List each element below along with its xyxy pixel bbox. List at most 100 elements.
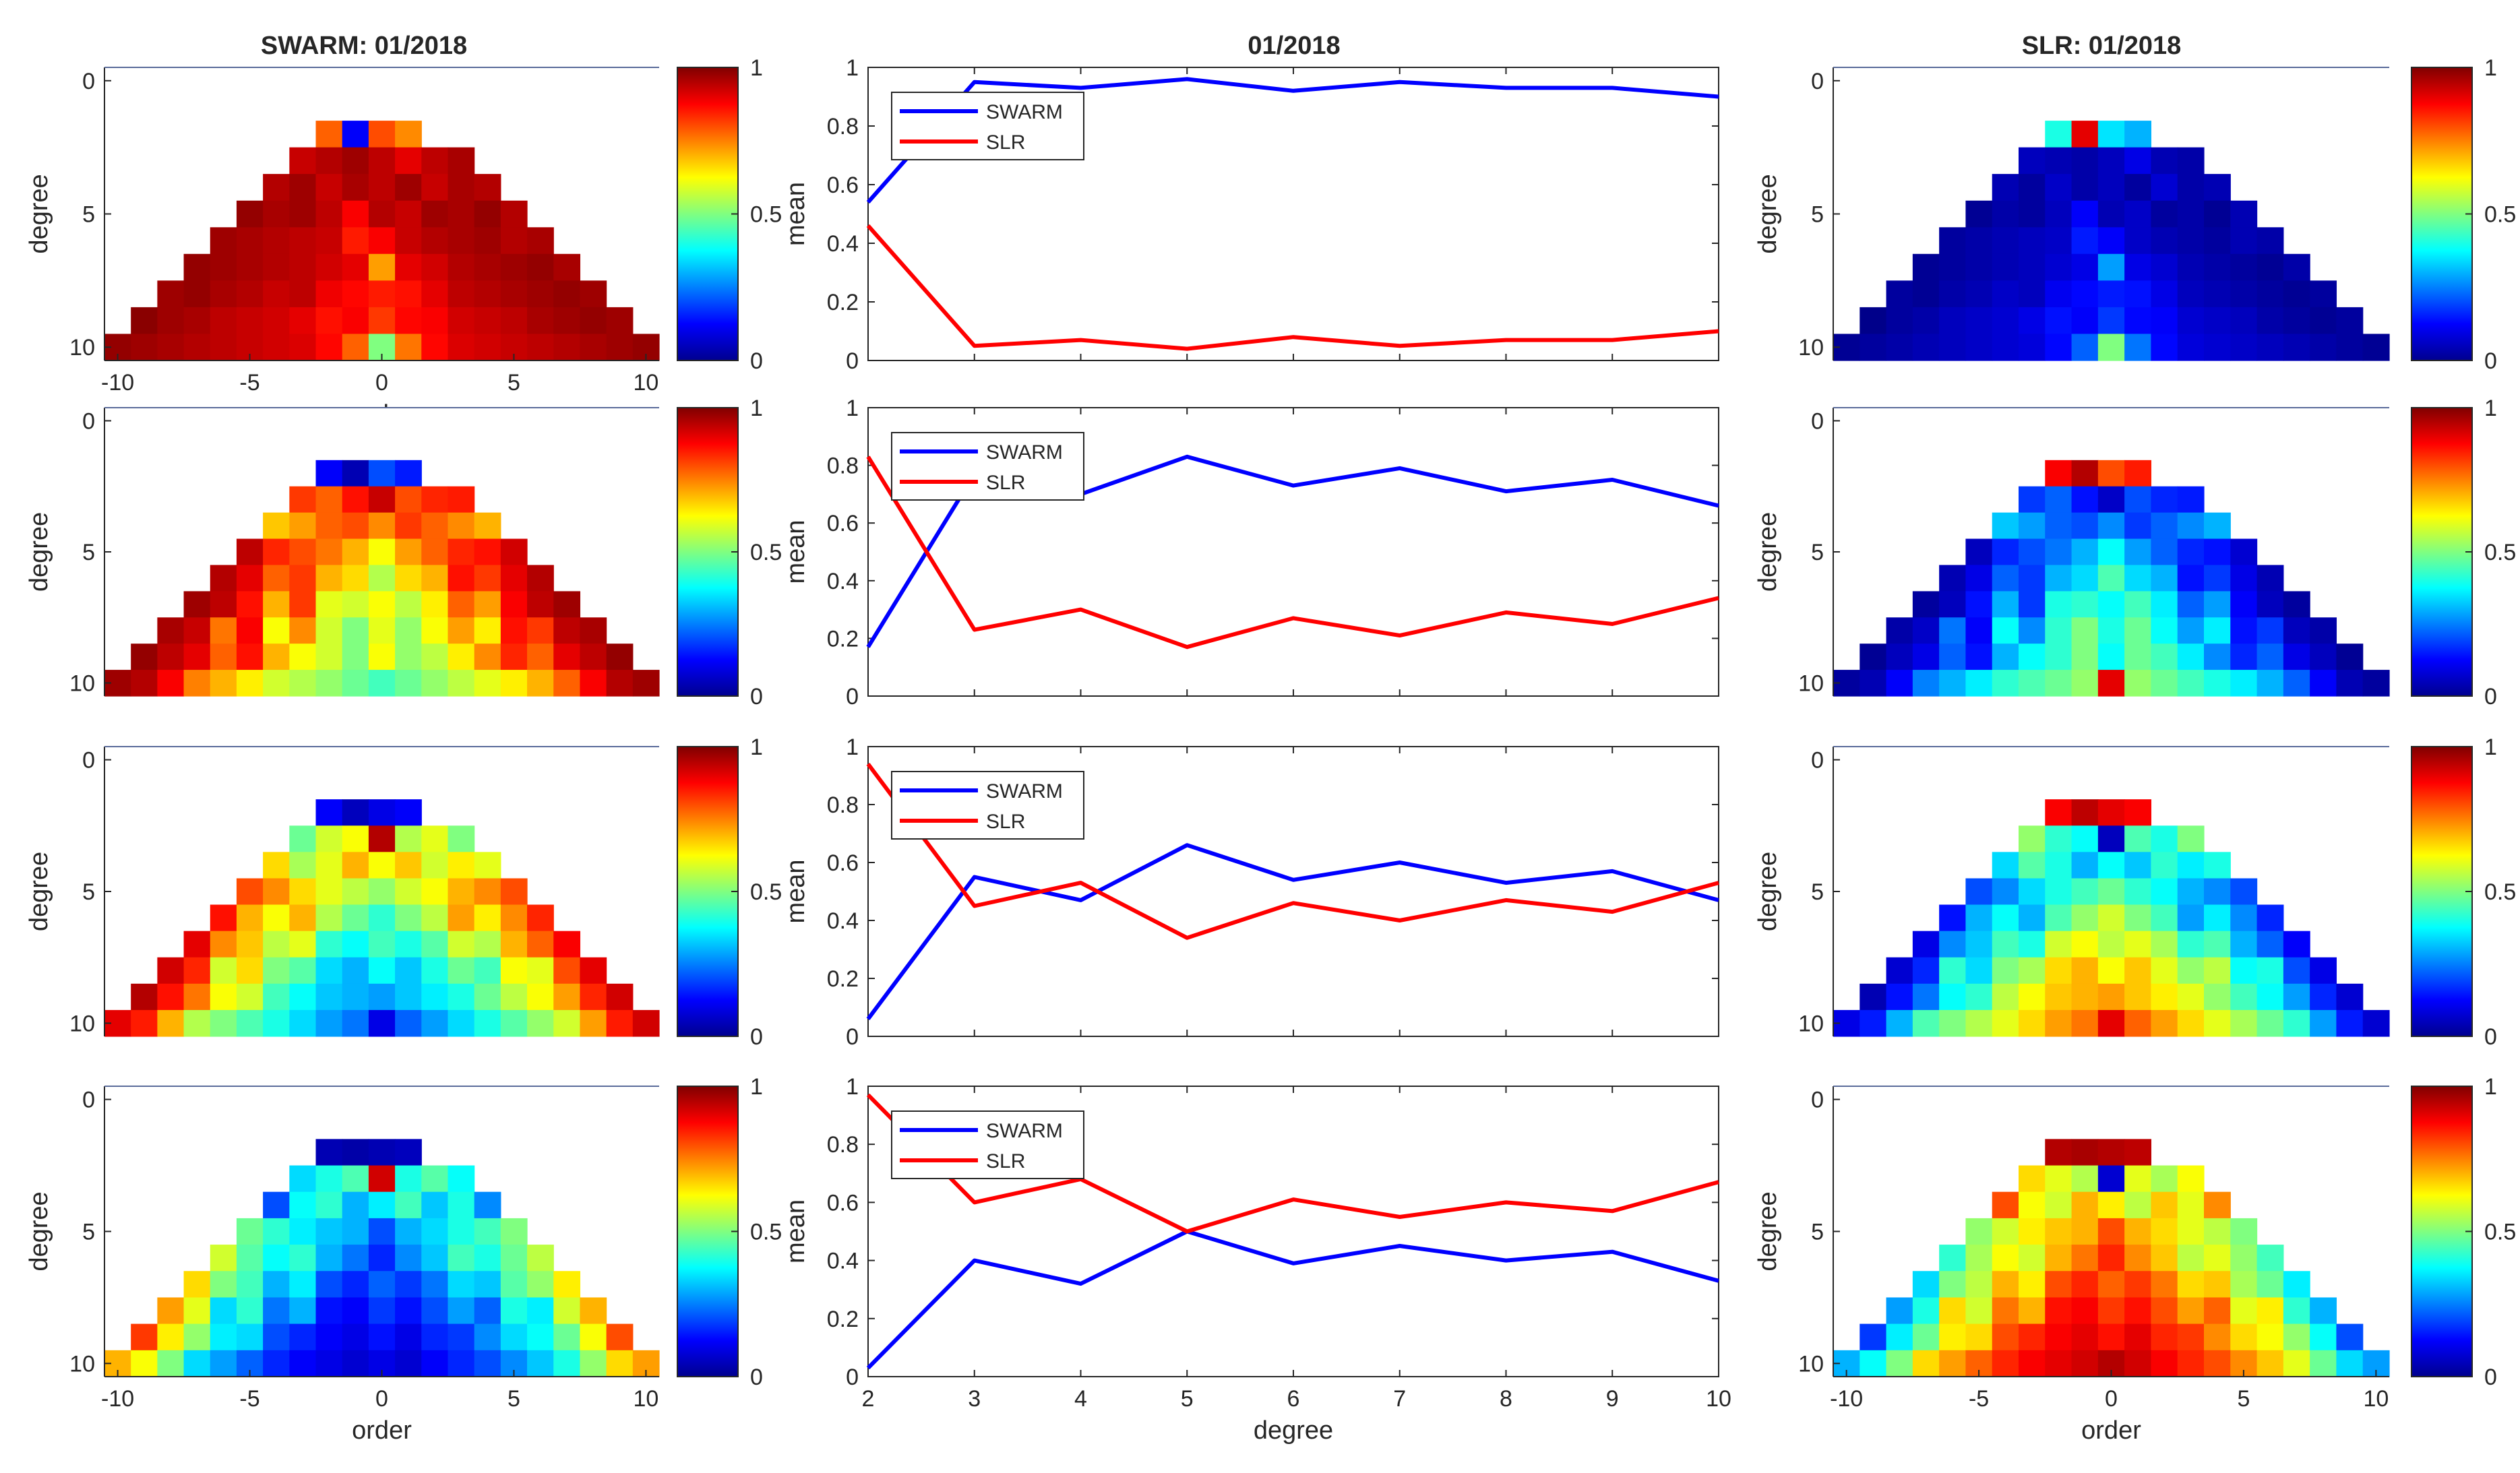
heatmap-cell (210, 1297, 237, 1325)
heatmap-cell (448, 486, 475, 513)
heatmap-cell (2097, 307, 2125, 335)
heatmap-cell (474, 931, 501, 958)
heatmap-cell (2177, 1271, 2205, 1298)
heatmap-cell (263, 1297, 290, 1325)
heatmap-cell (395, 512, 422, 540)
y-tick-label: 5 (82, 1220, 95, 1245)
heatmap-cell (474, 307, 501, 335)
heatmap-cell (131, 670, 158, 697)
colorbar-tick-label: 1 (2484, 734, 2497, 760)
heatmap-cell (2097, 227, 2125, 255)
x-tick-label: 10 (2363, 1386, 2389, 1412)
heatmap-cell (2019, 147, 2046, 175)
heatmap-cell (2256, 334, 2284, 361)
heatmap-cell (2151, 878, 2178, 906)
heatmap-cell (157, 307, 185, 335)
heatmap-cell (1965, 1323, 1993, 1351)
heatmap-cell (2362, 670, 2390, 697)
heatmap-cell (2071, 121, 2099, 148)
heatmap-cell (2151, 1218, 2178, 1245)
heatmap-cell (2071, 227, 2099, 255)
heatmap-cell (421, 538, 449, 566)
subplot-middle-1: 0 0.2 0.4 0.6 0.8 1 mean SWARM SLR (782, 55, 1719, 374)
heatmap-cell (2071, 878, 2099, 906)
heatmap-cell (500, 1323, 528, 1351)
right-column-title: SLR: 01/2018 (2022, 32, 2182, 60)
heatmap-cell (315, 565, 343, 592)
heatmap-cell (500, 904, 528, 932)
heatmap-cell (448, 591, 475, 618)
heatmap-cell (2336, 983, 2364, 1011)
heatmap-cell (1886, 1009, 1913, 1037)
heatmap-cell (2151, 1009, 2178, 1037)
heatmap-cell (1992, 1191, 2019, 1219)
y-tick-label: 0.2 (827, 626, 859, 652)
heatmap-cell (421, 1350, 449, 1377)
heatmap-cell (1939, 983, 1967, 1011)
legend-box (891, 1110, 1084, 1179)
heatmap-cell (236, 1297, 264, 1325)
heatmap-cell (2230, 1323, 2258, 1351)
x-tick-label: 7 (1393, 1386, 1406, 1412)
heatmap-cell (2019, 1350, 2046, 1377)
heatmap-cell (2019, 334, 2046, 361)
heatmap-cell (2283, 957, 2310, 984)
heatmap-cell (342, 1139, 369, 1166)
heatmap-cell (210, 307, 237, 335)
colorbar-tick-label: 1 (750, 1074, 763, 1100)
heatmap-cell (448, 147, 475, 175)
heatmap-cell (448, 565, 475, 592)
colorbar (677, 407, 739, 697)
heatmap-cell (2071, 174, 2099, 201)
heatmap-cell (2283, 253, 2310, 281)
heatmap-cell (236, 307, 264, 335)
heatmap-cell (1886, 1323, 1913, 1351)
heatmap-cell (2204, 512, 2231, 540)
heatmap-cell (2177, 852, 2205, 879)
heatmap-cell (448, 512, 475, 540)
heatmap-cell (500, 644, 528, 670)
heatmap-cell (1965, 644, 1993, 670)
heatmap-cell (1992, 565, 2019, 592)
heatmap-cell (2019, 307, 2046, 335)
heatmap-cell (2124, 931, 2152, 958)
heatmap-cell (131, 644, 158, 670)
heatmap-cell (2045, 670, 2072, 697)
heatmap-cell (500, 1271, 528, 1298)
heatmap-cell (448, 957, 475, 984)
heatmap-cell (236, 253, 264, 281)
heatmap-cell (395, 878, 422, 906)
heatmap-cell (2151, 1350, 2178, 1377)
x-tick-label: 9 (1606, 1386, 1619, 1412)
heatmap-cell (2097, 334, 2125, 361)
heatmap-cell (2256, 565, 2284, 592)
heatmap-cell (2045, 200, 2072, 228)
y-tick-label: 0.6 (827, 850, 859, 876)
legend-label: SWARM (986, 780, 1063, 803)
heatmap-cell (1992, 200, 2019, 228)
heatmap-cell (1965, 1271, 1993, 1298)
heatmap-cell (2045, 825, 2072, 852)
heatmap-cell (2256, 644, 2284, 670)
heatmap-cell (474, 174, 501, 201)
heatmap-cell (395, 200, 422, 228)
heatmap-cell (395, 1218, 422, 1245)
heatmap-cell (1992, 591, 2019, 618)
y-axis-label: mean (782, 520, 810, 584)
heatmap-cell (395, 147, 422, 175)
heatmap-cell (474, 1191, 501, 1219)
heatmap-cell (2071, 644, 2099, 670)
heatmap-cell (421, 253, 449, 281)
heatmap-cell (2124, 983, 2152, 1011)
heatmap-cell (2045, 644, 2072, 670)
heatmap-cell (2230, 280, 2258, 308)
heatmap-cell (342, 1350, 369, 1377)
heatmap-cell (315, 931, 343, 958)
heatmap-cell (2045, 147, 2072, 175)
heatmap-cell (1939, 617, 1967, 644)
heatmap-cell (2045, 334, 2072, 361)
heatmap-cell (342, 334, 369, 361)
heatmap-cell (315, 1218, 343, 1245)
y-tick-label: 0 (846, 348, 859, 374)
y-tick-label: 0.6 (827, 173, 859, 198)
